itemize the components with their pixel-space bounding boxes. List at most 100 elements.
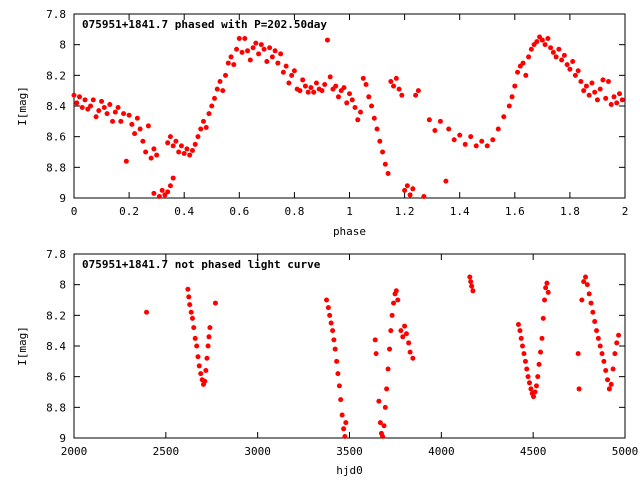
unphased-data-point	[187, 302, 193, 308]
unphased-data-point	[335, 371, 341, 377]
unphased-data-point	[518, 335, 524, 341]
unphased-data-point	[517, 328, 523, 334]
unphased-data-point	[603, 368, 609, 374]
unphased-plot-frame	[73, 253, 626, 439]
phased-data-point	[107, 101, 113, 107]
phased-data-point	[570, 59, 576, 65]
phased-data-point	[404, 183, 410, 189]
phased-data-point	[490, 137, 496, 143]
unphased-x-tick-label: 2500	[153, 445, 180, 458]
phased-data-point	[195, 134, 201, 140]
phased-data-point	[333, 83, 339, 89]
phased-data-point	[589, 80, 595, 86]
unphased-data-point	[391, 300, 397, 306]
phased-data-point	[548, 45, 554, 51]
phased-data-point	[611, 94, 617, 100]
phased-x-tick-label: 1.6	[505, 205, 525, 218]
phased-data-point	[572, 72, 578, 78]
phased-data-point	[335, 94, 341, 100]
unphased-data-point	[407, 349, 413, 355]
unphased-data-point	[205, 343, 211, 349]
phased-data-point	[614, 100, 620, 106]
unphased-data-point	[524, 366, 530, 372]
unphased-data-point	[334, 358, 340, 364]
phased-data-point	[192, 141, 198, 147]
unphased-data-point	[395, 297, 401, 303]
unphased-data-point	[327, 312, 333, 318]
phased-data-point	[212, 95, 218, 101]
phased-data-point	[115, 105, 121, 111]
phased-data-point	[542, 42, 548, 48]
phased-data-point	[575, 68, 581, 74]
unphased-data-point	[403, 331, 409, 337]
phased-data-point	[509, 94, 515, 100]
phased-data-point	[140, 138, 146, 144]
phased-data-point	[110, 118, 116, 124]
unphased-data-point	[594, 328, 600, 334]
phased-data-point	[322, 82, 328, 88]
unphased-data-point	[388, 328, 394, 334]
unphased-data-point	[328, 320, 334, 326]
unphased-data-point	[595, 335, 601, 341]
phased-data-point	[413, 92, 419, 98]
unphased-data-point	[194, 343, 200, 349]
phased-data-point	[358, 109, 364, 115]
phased-data-point	[534, 39, 540, 45]
phased-data-point	[118, 118, 124, 124]
phased-data-point	[581, 88, 587, 94]
phased-y-tick-label: 9	[59, 192, 66, 205]
unphased-chart-title: 075951+1841.7 not phased light curve	[82, 258, 321, 271]
phased-x-tick-label: 1.2	[395, 205, 415, 218]
phased-data-point	[305, 89, 311, 95]
unphased-data-point	[586, 291, 592, 297]
phased-data-point	[234, 46, 240, 52]
phased-y-tick-label: 7.8	[46, 8, 66, 21]
unphased-data-point	[526, 380, 532, 386]
phased-data-point	[181, 151, 187, 157]
phased-data-point	[165, 189, 171, 195]
phased-data-point	[129, 121, 135, 127]
phased-data-point	[396, 86, 402, 92]
phased-data-point	[93, 114, 99, 120]
phased-data-point	[479, 138, 485, 144]
phased-x-tick-label: 0.4	[174, 205, 194, 218]
phased-data-point	[217, 78, 223, 84]
unphased-data-point	[410, 355, 416, 361]
phased-data-point	[90, 97, 96, 103]
phased-data-point	[523, 72, 529, 78]
unphased-data-point	[579, 297, 585, 303]
phased-data-point	[393, 75, 399, 81]
unphased-data-point	[192, 335, 198, 341]
phased-data-point	[203, 124, 209, 130]
unphased-light-curve-panel: 075951+1841.7 not phased light curve hjd…	[16, 248, 638, 477]
unphased-x-tick-label: 2000	[61, 445, 88, 458]
unphased-data-point	[605, 377, 611, 383]
phased-data-point	[291, 68, 297, 74]
unphased-data-point	[376, 398, 382, 404]
phased-data-point	[349, 97, 355, 103]
phased-data-point	[253, 40, 259, 46]
phased-data-point	[225, 60, 231, 66]
phased-x-axis-label: phase	[333, 225, 366, 238]
phased-data-point	[148, 155, 154, 161]
phased-data-point	[132, 131, 138, 137]
unphased-data-point	[339, 412, 345, 418]
phased-x-tick-label: 0.8	[284, 205, 304, 218]
phased-data-point	[104, 111, 110, 117]
phased-data-point	[616, 91, 622, 97]
unphased-data-point	[384, 386, 390, 392]
unphased-data-point	[373, 351, 379, 357]
unphased-data-point	[372, 337, 378, 343]
phased-data-points	[71, 34, 625, 199]
phased-data-point	[286, 80, 292, 86]
unphased-data-point	[538, 349, 544, 355]
phased-data-point	[382, 161, 388, 167]
phased-data-point	[245, 48, 251, 54]
phased-data-point	[297, 88, 303, 94]
phased-data-point	[209, 103, 215, 109]
phased-data-point	[327, 74, 333, 80]
phased-data-point	[512, 83, 518, 89]
phased-data-point	[347, 91, 352, 97]
phased-data-point	[520, 60, 526, 66]
phased-data-point	[313, 80, 319, 86]
